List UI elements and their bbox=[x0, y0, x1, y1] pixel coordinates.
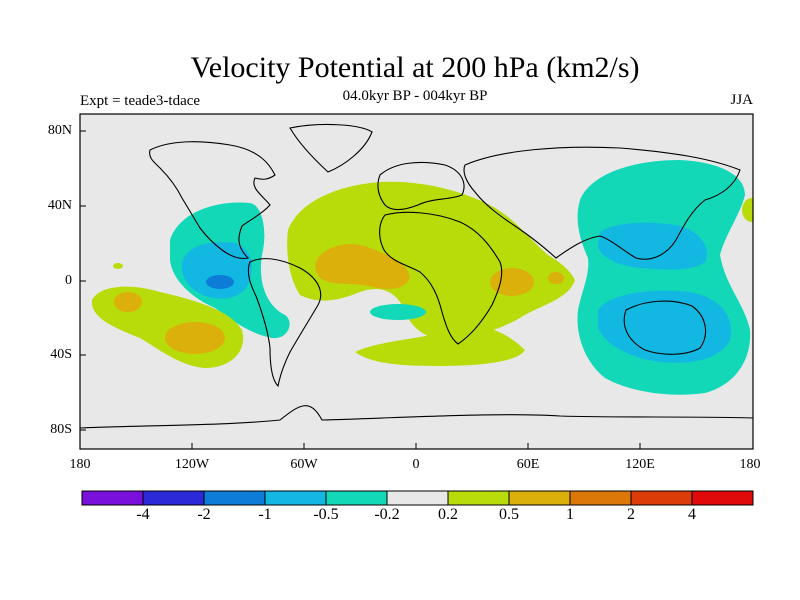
coastlines bbox=[80, 123, 753, 429]
lat-label-40s: 40S bbox=[50, 347, 72, 362]
colorbar-label: 0.2 bbox=[438, 506, 458, 523]
neg-region-asia-mid bbox=[598, 222, 708, 270]
colorbar-swatch bbox=[325, 490, 388, 506]
colorbar-swatch bbox=[203, 490, 266, 506]
lon-label-0: 0 bbox=[412, 457, 420, 472]
lat-label-0: 0 bbox=[65, 273, 72, 288]
season-label: JJA bbox=[730, 92, 753, 108]
experiment-label: Expt = teade3-tdace bbox=[80, 93, 201, 109]
lat-label-80n: 80N bbox=[47, 123, 72, 138]
neg-region-east-pacific-mid bbox=[181, 242, 252, 299]
coast-australia bbox=[623, 300, 707, 355]
lat-label-40n: 40N bbox=[47, 198, 72, 213]
coast-greenland bbox=[289, 123, 373, 173]
colorbar-label: -0.5 bbox=[313, 506, 339, 523]
lon-label-60w: 60W bbox=[290, 457, 318, 472]
chart-subtitle: 04.0kyr BP - 004kyr BP bbox=[342, 88, 488, 104]
colorbar-label: 1 bbox=[566, 506, 574, 523]
coast-europe bbox=[377, 161, 465, 211]
colorbar-label: 0.5 bbox=[499, 506, 519, 523]
axis-ticks bbox=[80, 130, 641, 449]
colorbar-label: -2 bbox=[197, 506, 211, 523]
neg-patch-south-atlantic bbox=[370, 304, 426, 320]
pos-patch-date-line-north bbox=[742, 198, 753, 222]
colorbar-label: -0.2 bbox=[374, 506, 400, 523]
colorbar-label: 4 bbox=[688, 506, 696, 523]
pos-region-south-pacific-mid bbox=[165, 322, 225, 354]
colorbar-swatch bbox=[81, 490, 144, 506]
pos-region-atlantic-mid bbox=[315, 244, 410, 289]
colorbar-label: 2 bbox=[627, 506, 635, 523]
coast-asia bbox=[463, 146, 741, 260]
lon-label-120w: 120W bbox=[174, 457, 210, 472]
coast-antarctica bbox=[80, 405, 753, 429]
neg-core-east-pacific bbox=[206, 275, 234, 289]
colorbar-swatch bbox=[264, 490, 327, 506]
neg-region-australia-mid bbox=[598, 290, 732, 363]
colorbar-swatch bbox=[386, 490, 449, 506]
pos-region-east-africa-mid bbox=[490, 268, 534, 296]
pos-region-south-atlantic-indian bbox=[355, 326, 525, 366]
contour-fields bbox=[80, 123, 753, 429]
colorbar-label: -1 bbox=[258, 506, 272, 523]
pos-spot-south-pacific bbox=[114, 292, 142, 312]
colorbar-swatch bbox=[142, 490, 205, 506]
coast-north-america bbox=[149, 141, 276, 260]
colorbar-swatch bbox=[508, 490, 571, 506]
colorbar-label: -4 bbox=[136, 506, 150, 523]
pos-spot-india bbox=[548, 272, 564, 284]
pos-region-atlantic-africa bbox=[287, 181, 575, 340]
coast-africa bbox=[379, 211, 503, 345]
lon-label-120e: 120E bbox=[625, 457, 655, 472]
colorbar bbox=[81, 490, 754, 506]
lon-label-180w: 180 bbox=[69, 457, 91, 472]
lon-label-60e: 60E bbox=[516, 457, 540, 472]
colorbar-swatch bbox=[569, 490, 632, 506]
colorbar-swatch bbox=[447, 490, 510, 506]
lon-label-180e: 180 bbox=[739, 457, 761, 472]
colorbar-swatch bbox=[691, 490, 754, 506]
neg-spot-atlantic bbox=[113, 263, 123, 269]
colorbar-swatch bbox=[630, 490, 693, 506]
coast-south-america bbox=[247, 258, 322, 388]
chart-title: Velocity Potential at 200 hPa (km2/s) bbox=[190, 51, 640, 84]
lat-label-80s: 80S bbox=[50, 422, 72, 437]
